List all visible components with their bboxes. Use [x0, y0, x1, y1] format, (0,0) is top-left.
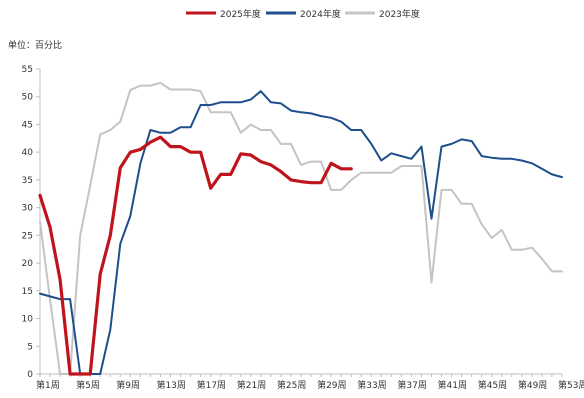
- x-tick-label: 第25周: [277, 379, 306, 391]
- series-line-1: [38, 135, 353, 376]
- y-tick-label: 45: [22, 120, 33, 130]
- y-tick-label: 5: [27, 342, 33, 352]
- x-tick-label: 第9周: [116, 379, 140, 391]
- x-tick-label: 第49周: [518, 379, 547, 391]
- x-tick-label: 第37周: [397, 379, 426, 391]
- y-axis: 0 5 10 15 20 25 30 35 40 45 50 55: [22, 65, 41, 380]
- series-line-3: [39, 81, 563, 375]
- legend-label: 2024年度: [300, 8, 341, 20]
- x-tick-label: 第13周: [156, 379, 185, 391]
- y-tick-label: 10: [22, 315, 34, 325]
- x-tick-label: 第33周: [357, 379, 386, 391]
- legend: 2025年度 2024年度 2023年度: [186, 8, 420, 20]
- y-tick-label: 15: [22, 287, 33, 297]
- y-tick-label: 0: [27, 370, 33, 380]
- x-tick-label: 第41周: [438, 379, 467, 391]
- x-axis: 第1周 第5周 第9周 第13周 第17周 第21周 第25周 第29周 第33周 第37周 第41…: [36, 373, 584, 391]
- x-tick-label: 第1周: [36, 379, 60, 391]
- y-tick-label: 55: [22, 65, 33, 75]
- y-tick-label: 30: [22, 204, 34, 214]
- x-tick-label: 第5周: [76, 379, 100, 391]
- x-tick-label: 第17周: [197, 379, 226, 391]
- y-tick-label: 50: [22, 93, 34, 103]
- series-line-2: [39, 90, 563, 375]
- y-tick-label: 25: [22, 231, 33, 241]
- unit-label: 单位：百分比: [8, 39, 62, 51]
- y-tick-label: 20: [22, 259, 34, 269]
- legend-label: 2025年度: [220, 8, 261, 20]
- y-tick-label: 40: [22, 148, 34, 158]
- x-tick-label: 第45周: [478, 379, 507, 391]
- x-tick-label: 第21周: [237, 379, 266, 391]
- x-tick-label: 第53周: [558, 379, 584, 391]
- x-tick-label: 第29周: [317, 379, 346, 391]
- y-tick-label: 35: [22, 176, 33, 186]
- series-layer: [38, 81, 563, 376]
- legend-label: 2023年度: [379, 8, 420, 20]
